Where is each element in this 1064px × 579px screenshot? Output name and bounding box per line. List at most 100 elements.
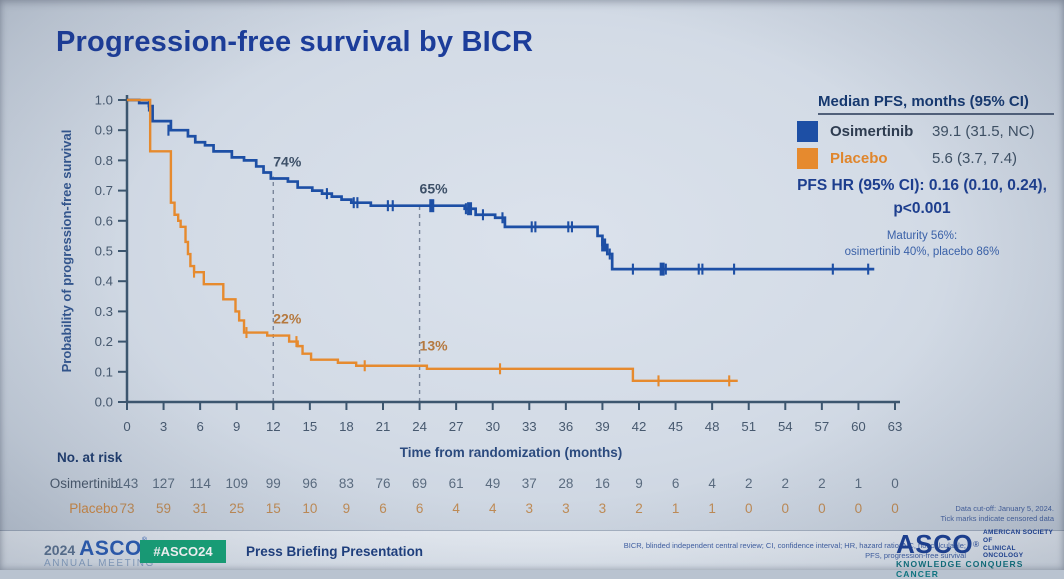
x-tick-label: 27 — [449, 419, 464, 434]
risk-value: 25 — [229, 501, 244, 516]
risk-value: 0 — [891, 476, 899, 491]
x-tick-label: 3 — [160, 419, 167, 434]
y-tick-label: 0.9 — [95, 123, 113, 138]
x-tick-label: 51 — [741, 419, 756, 434]
x-tick-label: 63 — [888, 419, 903, 434]
footer-divider — [0, 530, 1064, 531]
risk-value: 6 — [416, 501, 424, 516]
annotation-74%: 74% — [273, 154, 302, 170]
risk-value: 15 — [266, 501, 281, 516]
x-tick-label: 54 — [778, 419, 793, 434]
maturity-line1: Maturity 56%: — [886, 229, 958, 242]
risk-value: 31 — [193, 501, 208, 516]
x-tick-label: 0 — [123, 419, 130, 434]
legend-header: Median PFS, months (95% CI) — [818, 93, 1054, 115]
y-tick-label: 0.6 — [95, 213, 113, 228]
risk-value: 3 — [562, 501, 570, 516]
x-tick-label: 57 — [815, 419, 830, 434]
x-tick-label: 24 — [412, 419, 427, 434]
hashtag-badge: #ASCO24 — [140, 540, 226, 563]
risk-value: 69 — [412, 476, 427, 491]
abbreviations-footnote: BICR, blinded independent central review… — [624, 541, 966, 561]
risk-value: 4 — [452, 501, 460, 516]
x-tick-label: 36 — [559, 419, 574, 434]
risk-value: 61 — [449, 476, 464, 491]
risk-value: 2 — [782, 476, 790, 491]
x-tick-label: 48 — [705, 419, 720, 434]
y-tick-label: 0.4 — [95, 274, 113, 289]
risk-value: 1 — [708, 501, 716, 516]
risk-value: 16 — [595, 476, 610, 491]
risk-value: 96 — [302, 476, 317, 491]
x-tick-label: 12 — [266, 419, 281, 434]
annual-meeting-label: ANNUAL MEETING — [44, 558, 155, 569]
slide-title: Progression-free survival by BICR — [56, 26, 534, 58]
risk-value: 1 — [855, 476, 863, 491]
y-axis-title: Probability of progression-free survival — [59, 130, 74, 373]
placebo-label: Placebo — [830, 149, 888, 167]
p-value: p<0.001 — [893, 200, 951, 218]
maturity-line2: osimertinib 40%, placebo 86% — [844, 246, 1000, 259]
x-tick-label: 9 — [233, 419, 240, 434]
y-tick-label: 0.8 — [95, 153, 113, 168]
abbrev-line2: PFS, progression-free survival — [865, 551, 966, 561]
x-tick-label: 45 — [668, 419, 683, 434]
risk-value: 49 — [485, 476, 500, 491]
risk-value: 2 — [818, 476, 826, 491]
annotation-22%: 22% — [273, 311, 302, 327]
x-tick-label: 42 — [632, 419, 647, 434]
asco-tagline: KNOWLEDGE CONQUERS CANCER — [896, 559, 1024, 579]
y-tick-label: 0.2 — [95, 334, 113, 349]
y-tick-label: 1.0 — [95, 93, 113, 108]
risk-row-label-placebo: Placebo — [69, 501, 118, 516]
risk-value: 143 — [116, 476, 139, 491]
hazard-ratio-block: PFS HR (95% CI): 0.16 (0.10, 0.24), p<0.… — [778, 174, 1064, 261]
median-pfs-legend: Median PFS, months (95% CI) Osimertinib … — [797, 93, 1054, 169]
risk-value: 9 — [343, 501, 351, 516]
y-tick-label: 0.3 — [95, 304, 113, 319]
risk-value: 1 — [672, 501, 680, 516]
risk-value: 4 — [489, 501, 497, 516]
risk-value: 0 — [891, 501, 899, 516]
km-curve-osimertinib — [127, 98, 875, 271]
osimertinib-color-swatch — [797, 120, 818, 142]
society-name: AMERICAN SOCIETY OF CLINICAL ONCOLOGY — [983, 529, 1054, 560]
risk-value: 2 — [745, 476, 753, 491]
x-tick-label: 18 — [339, 419, 354, 434]
risk-value: 0 — [855, 501, 863, 516]
asco-society-logo: ASCO ® AMERICAN SOCIETY OF CLINICAL ONCOLO… — [896, 529, 1058, 579]
presentation-type-label: Press Briefing Presentation — [246, 544, 424, 559]
asco-wordmark: ASCO — [79, 537, 142, 560]
risk-value: 109 — [225, 476, 248, 491]
hr-line1: PFS HR (95% CI): 0.16 (0.10, 0.24), — [797, 177, 1047, 194]
risk-value: 73 — [119, 501, 134, 516]
meeting-year: 2024 — [44, 542, 76, 558]
risk-value: 37 — [522, 476, 537, 491]
x-tick-label: 15 — [303, 419, 318, 434]
y-tick-label: 0.1 — [95, 364, 113, 379]
x-tick-label: 60 — [851, 419, 866, 434]
risk-value: 6 — [672, 476, 680, 491]
risk-value: 4 — [708, 476, 716, 491]
risk-value: 114 — [189, 476, 211, 491]
cutoff-date: Data cut-off: January 5, 2024. — [955, 504, 1054, 513]
risk-value: 0 — [782, 501, 790, 516]
risk-value: 3 — [526, 501, 534, 516]
pfs-hr-text: PFS HR (95% CI): 0.16 (0.10, 0.24), p<0.… — [778, 174, 1064, 221]
legend-row-placebo: Placebo 5.6 (3.7, 7.4) — [797, 147, 1054, 169]
risk-value: 3 — [599, 501, 607, 516]
osimertinib-median-value: 39.1 (31.5, NC) — [932, 122, 1035, 140]
x-tick-label: 6 — [196, 419, 203, 434]
risk-value: 9 — [635, 476, 643, 491]
no-at-risk-header: No. at risk — [57, 450, 123, 465]
risk-value: 2 — [635, 501, 643, 516]
risk-value: 76 — [375, 476, 390, 491]
x-tick-label: 21 — [376, 419, 391, 434]
risk-value: 59 — [156, 501, 171, 516]
y-tick-label: 0.5 — [95, 244, 113, 259]
risk-value: 28 — [558, 476, 573, 491]
